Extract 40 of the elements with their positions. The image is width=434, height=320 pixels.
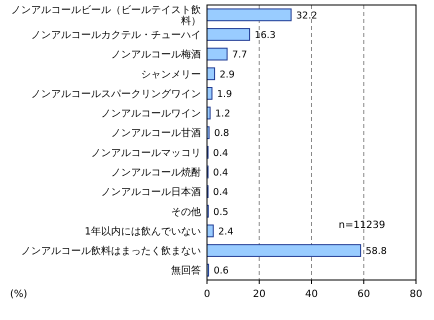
x-axis-title: (%): [10, 289, 28, 300]
bar: [206, 28, 250, 41]
y-tick-label: ノンアルコールスパークリングワイン: [31, 88, 201, 100]
data-label: 32.2: [296, 10, 318, 22]
bar: [206, 244, 362, 257]
y-tick-label: ノンアルコールカクテル・チューハイ: [31, 30, 201, 41]
y-tick-label: 1年以内には飲んでいない: [84, 225, 201, 238]
data-label: 0.4: [213, 167, 228, 178]
x-tick-label: 80: [410, 289, 422, 300]
x-tick-label: 20: [252, 289, 266, 300]
y-tick-label: ノンアルコール甘酒: [111, 127, 201, 140]
y-tick-label: ノンアルコール日本酒: [101, 186, 201, 198]
y-tick-label: 無回答: [171, 264, 201, 277]
data-label: 0.4: [213, 187, 228, 198]
y-tick-label: ノンアルコール焼酎: [111, 166, 201, 178]
y-tick-label: ノンアルコール梅酒: [111, 48, 201, 61]
y-tick-label: ノンアルコールマッコリ: [91, 148, 201, 159]
data-label: 7.7: [232, 50, 248, 61]
data-label: 1.9: [216, 88, 232, 100]
data-label: 0.8: [214, 128, 230, 140]
data-label: 2.9: [220, 69, 235, 80]
data-label: 58.8: [366, 246, 387, 258]
x-tick-label: 60: [357, 289, 370, 300]
x-tick-label: 0: [204, 289, 210, 300]
bar: [206, 48, 228, 60]
y-tick-label: シャンメリー: [141, 69, 201, 80]
bar: [206, 8, 292, 22]
data-label: 0.6: [214, 266, 229, 277]
y-tick-label: その他: [171, 206, 201, 218]
y-tick-label: ノンアルコールビール（ビールテイスト飲料）: [11, 4, 201, 27]
data-label: 0.5: [213, 206, 228, 218]
data-label: 16.3: [254, 30, 276, 41]
y-tick-label: ノンアルコールワイン: [101, 108, 201, 120]
data-label: 0.4: [213, 148, 228, 159]
y-tick-label: ノンアルコール飲料はまったく飲まない: [21, 245, 201, 258]
data-label: 1.2: [215, 108, 230, 120]
bar: [206, 224, 214, 238]
annotation: n=11239: [338, 220, 386, 231]
data-label: 2.4: [218, 226, 234, 238]
x-tick-label: 40: [305, 289, 318, 300]
